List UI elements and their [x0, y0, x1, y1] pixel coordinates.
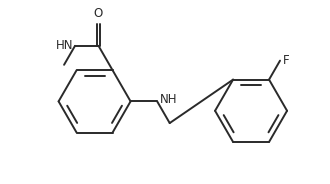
- Text: O: O: [94, 7, 103, 20]
- Text: NH: NH: [160, 93, 177, 106]
- Text: HN: HN: [56, 39, 74, 52]
- Text: F: F: [282, 54, 289, 67]
